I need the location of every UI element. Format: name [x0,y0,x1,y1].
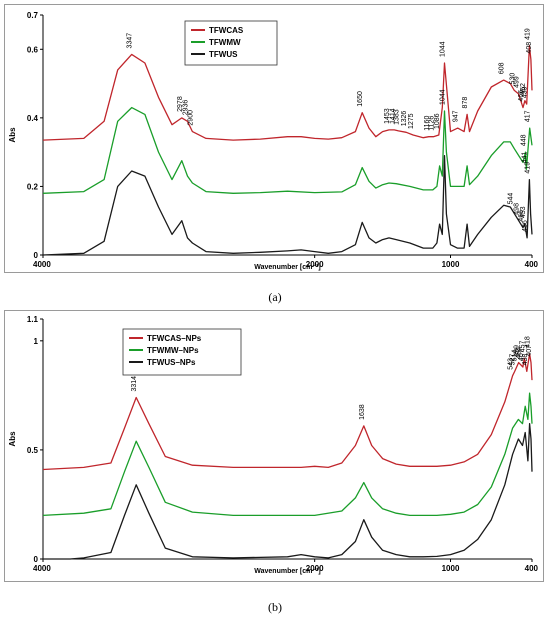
peak-label: 514 [512,350,519,362]
series-line-1 [42,106,533,194]
x-tick-label: 2000 [306,260,324,269]
y-tick-label: 0.4 [27,114,39,123]
y-tick-label: 1 [34,337,39,346]
peak-label: 498 [514,203,521,215]
legend-entry: TFWUS [209,50,238,59]
peak-label: 2936 [183,100,190,116]
y-axis-label: Abs [8,127,17,143]
peak-label: 530 [509,73,516,85]
peak-label: 2978 [177,96,184,112]
peak-label: 1160 [424,116,431,131]
peak-label: 436 [522,220,529,232]
x-axis-label: Wavenumber [cm⁻¹] [254,568,320,575]
x-tick-label: 400 [525,260,539,269]
series-line-0 [42,45,533,141]
peak-label: 543 [508,358,515,370]
peak-label: 448 [520,134,527,146]
peak-label: 1414 [389,108,396,124]
panel-b: 4000 2000 1000 400 0 0.5 1 1.1 Wavenumber [cm⁻¹]… [0,310,550,614]
legend-entry: TFWUS–NPs [147,358,196,367]
x-tick-label: 1000 [442,260,460,269]
peak-label: 441 [521,151,528,163]
legend-box [122,328,242,376]
peak-label: 1044 [440,41,447,57]
peak-label: 1326 [401,111,408,127]
peak-label: 878 [462,97,469,109]
peak-label: 1650 [357,91,364,107]
peak-label: 1383 [393,109,400,125]
peak-label: 418 [525,336,532,348]
x-tick-label: 400 [525,564,539,573]
peak-label: 484 [516,347,523,359]
peak-label: 2900 [187,110,194,126]
x-tick-label: 1000 [442,564,460,573]
series-line-2 [43,423,533,560]
x-tick-label: 4000 [33,260,51,269]
legend-entry: TFWCAS–NPs [147,334,202,343]
peak-label: 527 [510,354,517,366]
y-axis-label: Abs [8,431,17,447]
peak-label: 408 [526,42,533,54]
peak-label: 3314 [131,376,138,392]
y-tick-label: 0 [34,555,39,564]
peak-label: 947 [453,110,460,122]
chart-frame-a: 4000 2000 1000 400 0 0.2 0.4 0.6 0.7 Wavenumber [… [4,4,544,273]
y-tick-label: 0 [34,251,39,260]
caption-a: (a) [268,290,282,304]
peak-label: 1275 [408,113,415,129]
peak-label: 467 [518,349,525,361]
legend-entry: TFWMW–NPs [147,346,199,355]
chart-frame-b: 4000 2000 1000 400 0 0.5 1 1.1 Wavenumber [cm⁻¹]… [4,310,544,582]
peak-label: 419 [524,28,531,40]
x-axis-label: Wavenumber [cm⁻¹] [254,264,320,271]
peak-label: 466 [518,90,525,102]
peak-label: 452 [520,83,527,95]
y-tick-label: 0.6 [27,45,39,54]
peak-label: 457 [519,340,526,352]
peak-label: 544 [507,193,514,205]
legend-entry: TFWCAS [209,26,244,35]
x-tick-label: 4000 [33,564,51,573]
peak-label: 439 [522,86,529,98]
y-tick-label: 1.1 [27,315,39,324]
peak-label: 1126 [428,116,435,131]
peak-label: 608 [499,62,506,74]
peak-label: 1453 [384,108,391,124]
series-line-2 [42,154,533,256]
peak-label: 1086 [434,113,441,129]
peak-label: 419 [524,162,531,174]
peak-label: 1638 [359,404,366,420]
peak-label: 1044 [440,89,447,105]
y-tick-label: 0.7 [27,11,39,20]
peak-label: 499 [514,345,521,357]
peak-label: 417 [525,110,532,122]
peak-label: 3347 [127,33,134,49]
y-tick-label: 0.5 [27,446,39,455]
caption-b: (b) [268,600,282,614]
peak-label: 438 [522,354,529,366]
y-tick-label: 0.2 [27,182,39,191]
x-tick-label: 2000 [306,564,324,573]
panel-a: 4000 2000 1000 400 0 0.2 0.4 0.6 0.7 Wavenumber [… [0,0,550,304]
series-line-0 [42,353,533,471]
series-line-1 [42,392,533,517]
peak-label: 453 [520,206,527,218]
peak-label: 466 [518,210,525,222]
peak-label: 499 [514,76,521,88]
legend-entry: TFWMW [209,38,241,47]
peak-label: 407 [526,345,533,357]
